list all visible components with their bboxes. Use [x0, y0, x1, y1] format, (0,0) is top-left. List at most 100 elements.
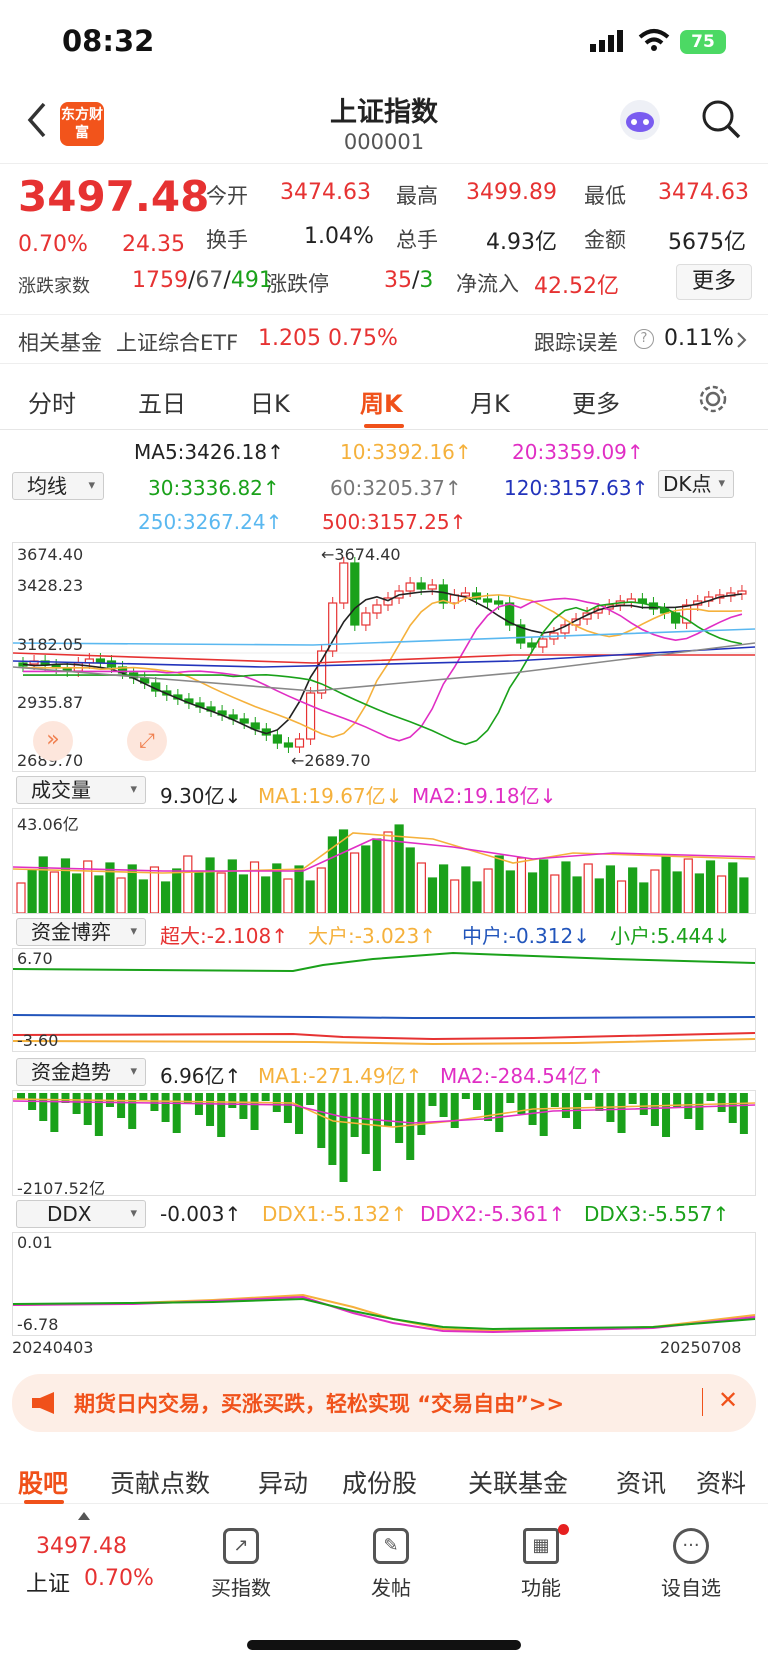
trend-bar [484, 1093, 493, 1121]
ma-line [23, 594, 742, 739]
volume-bar [116, 877, 126, 913]
fund-name: 上证综合ETF [116, 331, 239, 355]
trend-bar [495, 1093, 504, 1132]
help-icon[interactable]: ? [634, 329, 654, 349]
netflow-label: 净流入 [456, 272, 519, 296]
ddx-indicator-selector[interactable]: DDX [16, 1200, 146, 1228]
gear-icon[interactable] [698, 384, 728, 414]
trend-bar [384, 1093, 392, 1126]
volume-bar [683, 858, 693, 913]
brand-logo[interactable]: 东方财富 [60, 102, 104, 146]
tab-constituents[interactable]: 成份股 [342, 1469, 418, 1498]
trend-bar [395, 1093, 404, 1143]
candle [95, 658, 106, 663]
volume-bar [594, 878, 604, 913]
ddx3-value: DDX3:-5.557↑ [584, 1202, 730, 1226]
candle [582, 612, 592, 620]
post-button[interactable]: ✎ 发帖 [346, 1528, 436, 1601]
tab-guba[interactable]: 股吧 [18, 1469, 69, 1498]
tracking-error-value: 0.11% [664, 326, 734, 351]
volume-bar [616, 880, 627, 913]
more-quote-button[interactable]: 更多 [676, 264, 752, 300]
breadth-label: 涨跌家数 [18, 276, 90, 297]
volume-indicator-selector[interactable]: 成交量 [16, 776, 146, 804]
tab-monthly-k[interactable]: 月K [470, 390, 510, 418]
related-fund-bar[interactable]: 相关基金 上证综合ETF 1.205 0.75% 跟踪误差 ? 0.11% [0, 314, 768, 364]
volume-value: 4.93亿 [486, 230, 557, 255]
capital-chart[interactable]: 6.70 -3.60 [12, 948, 756, 1052]
trend-chart[interactable]: -2107.52亿 [12, 1090, 756, 1198]
stock-code: 000001 [343, 130, 425, 154]
trend-indicator-selector[interactable]: 资金趋势 [16, 1058, 146, 1086]
candle [350, 562, 360, 626]
volume-bar [261, 876, 271, 913]
search-icon[interactable] [700, 98, 742, 140]
ma500-value: 500:3157.25↑ [322, 510, 467, 534]
expand-sidebar-icon[interactable]: » [33, 721, 73, 761]
trend-bar [283, 1093, 292, 1123]
volume-label: 总手 [396, 228, 438, 252]
ma20-value: 20:3359.09↑ [512, 440, 644, 464]
high-label: 最高 [396, 184, 438, 208]
trend-bar [717, 1093, 726, 1112]
volume-bar [227, 859, 237, 913]
capital-min-label: -3.60 [17, 1031, 59, 1050]
trend-bar [595, 1093, 604, 1111]
volume-bar [516, 857, 527, 913]
volume-bar [149, 866, 160, 913]
tab-contribution[interactable]: 贡献点数 [110, 1469, 211, 1498]
trend-bar [584, 1093, 593, 1100]
volume-chart[interactable]: 43.06亿 [12, 808, 756, 914]
ddx-chart[interactable]: 0.01 -6.78 [12, 1232, 756, 1336]
trend-bar [83, 1093, 92, 1125]
functions-button[interactable]: ▦ 功能 [496, 1524, 586, 1601]
netflow-value: 42.52亿 [534, 274, 619, 299]
tab-intraday[interactable]: 分时 [28, 390, 76, 418]
trend-bar [17, 1093, 25, 1099]
back-icon[interactable] [24, 100, 48, 140]
trend-bar [372, 1093, 381, 1171]
change-percent: 0.70% [18, 232, 88, 257]
trend-bar [650, 1093, 659, 1126]
capital-indicator-selector[interactable]: 资金博弈 [16, 918, 146, 946]
kline-chart[interactable]: 3674.40 3428.23 3182.05 2935.87 2689.70 … [12, 542, 756, 772]
tab-daily-k[interactable]: 日K [250, 390, 290, 418]
page-title: 上证指数 [330, 97, 438, 128]
trend-bar [728, 1093, 737, 1123]
candle [361, 612, 371, 626]
tab-movement[interactable]: 异动 [258, 1469, 309, 1498]
volume-value: 9.30亿↓ [160, 784, 242, 808]
tab-five-day[interactable]: 五日 [138, 390, 186, 418]
trend-bar [506, 1093, 515, 1103]
trend-bar [617, 1093, 626, 1133]
volume-bar [38, 856, 48, 913]
volume-bar [238, 874, 249, 913]
volume-bar [394, 824, 404, 913]
robot-assistant-icon[interactable] [618, 98, 662, 142]
close-icon[interactable]: ✕ [718, 1386, 739, 1414]
volume-bar [338, 829, 349, 913]
buy-index-button[interactable]: ↗ 买指数 [196, 1528, 286, 1601]
trend-bar [350, 1093, 359, 1137]
ad-banner[interactable]: 期货日内交易，买涨买跌，轻松实现 “交易自由”>> ✕ [12, 1374, 756, 1432]
ma-selector[interactable]: 均线 [12, 472, 104, 500]
volume-bar [739, 877, 749, 913]
tab-weekly-k[interactable]: 周K [360, 390, 403, 418]
volume-bar [472, 881, 482, 913]
collapse-arrow-icon[interactable] [78, 1512, 90, 1520]
trend-min-label: -2107.52亿 [17, 1179, 105, 1198]
tab-news[interactable]: 资讯 [616, 1469, 667, 1498]
add-favorite-button[interactable]: ··· 设自选 [646, 1528, 736, 1601]
volume-bar [305, 880, 315, 913]
low-value: 3474.63 [658, 180, 749, 205]
ma30-value: 30:3336.82↑ [148, 476, 280, 500]
volume-bar [605, 865, 616, 913]
volume-bar [661, 856, 671, 913]
volume-bar [405, 847, 415, 913]
tab-profile[interactable]: 资料 [696, 1469, 747, 1498]
tab-related-funds[interactable]: 关联基金 [468, 1469, 569, 1498]
dk-point-button[interactable]: DK点 [658, 470, 734, 498]
volume-bar [249, 861, 260, 913]
tab-more[interactable]: 更多 [572, 390, 620, 418]
fullscreen-icon[interactable]: ⤢ [127, 721, 167, 761]
